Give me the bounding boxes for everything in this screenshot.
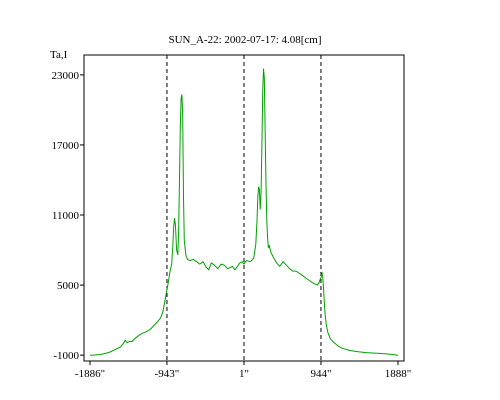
y-axis-label: Ta,I (50, 49, 68, 61)
x-tick-label: 944" (310, 368, 331, 380)
y-tick-label: 11000 (52, 210, 80, 222)
x-axis: -1886" -943" 1" 944" 1888" (75, 361, 411, 380)
y-tick-label: 23000 (52, 70, 80, 82)
chart-title: SUN_A-22: 2002-07-17: 4.08[cm] (168, 34, 321, 46)
x-tick-label: 1" (239, 368, 249, 380)
series-line (89, 68, 399, 356)
reference-lines (166, 55, 322, 361)
y-tick-label: -1000 (53, 350, 79, 362)
x-tick-label: 1888" (385, 368, 412, 380)
y-tick-label: 17000 (52, 140, 80, 152)
series-group (89, 68, 399, 356)
y-axis: 23000 17000 11000 5000 -1000 (52, 70, 84, 362)
x-tick-label: -1886" (75, 368, 105, 380)
y-tick-label: 5000 (57, 280, 80, 292)
x-tick-label: -943" (155, 368, 180, 380)
